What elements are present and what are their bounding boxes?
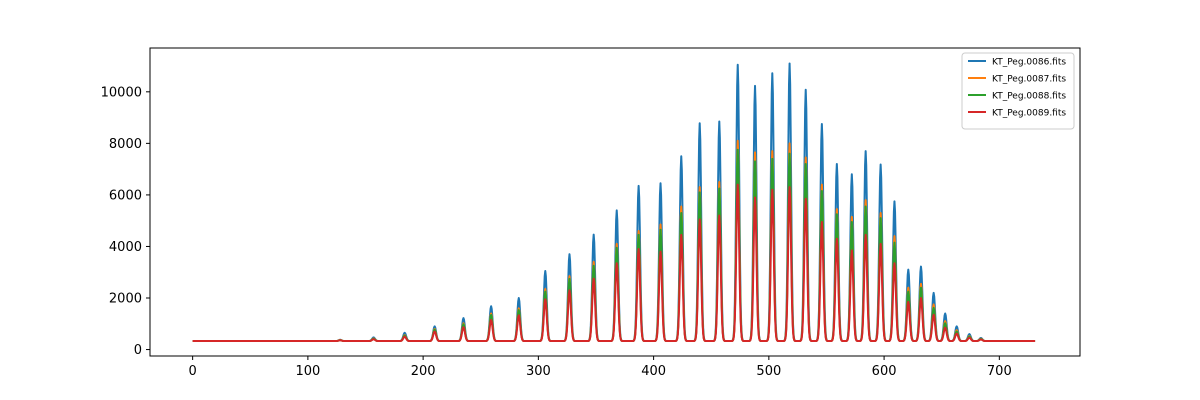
y-tick-label: 6000	[109, 188, 142, 203]
x-tick-label: 100	[295, 364, 320, 379]
x-axis: 0 100 200 300 400 500 600 700	[188, 356, 1012, 379]
y-tick-label: 2000	[109, 292, 142, 307]
y-tick-label: 4000	[109, 240, 142, 255]
y-tick-label: 8000	[109, 137, 142, 152]
legend-box	[961, 52, 1075, 130]
x-tick-label: 0	[188, 364, 196, 379]
y-axis: 0 2000 4000 6000 8000 10000	[101, 85, 150, 358]
legend-label: KT_Peg.0086.fits	[992, 58, 1066, 68]
legend: KT_Peg.0086.fits KT_Peg.0087.fits KT_Peg.0…	[961, 52, 1075, 130]
legend-label: KT_Peg.0088.fits	[992, 92, 1066, 102]
x-tick-label: 400	[641, 364, 666, 379]
x-tick-label: 200	[411, 364, 436, 379]
series-layer	[192, 62, 1036, 343]
x-tick-label: 500	[756, 364, 781, 379]
x-tick-label: 300	[526, 364, 551, 379]
legend-label: KT_Peg.0087.fits	[992, 75, 1066, 85]
y-tick-label: 10000	[101, 85, 142, 100]
x-tick-label: 600	[872, 364, 897, 379]
y-tick-label: 0	[134, 343, 142, 358]
plot-frame	[149, 47, 1081, 357]
x-tick-label: 700	[987, 364, 1012, 379]
legend-label: KT_Peg.0089.fits	[992, 109, 1066, 119]
series-line-4	[192, 183, 1036, 343]
